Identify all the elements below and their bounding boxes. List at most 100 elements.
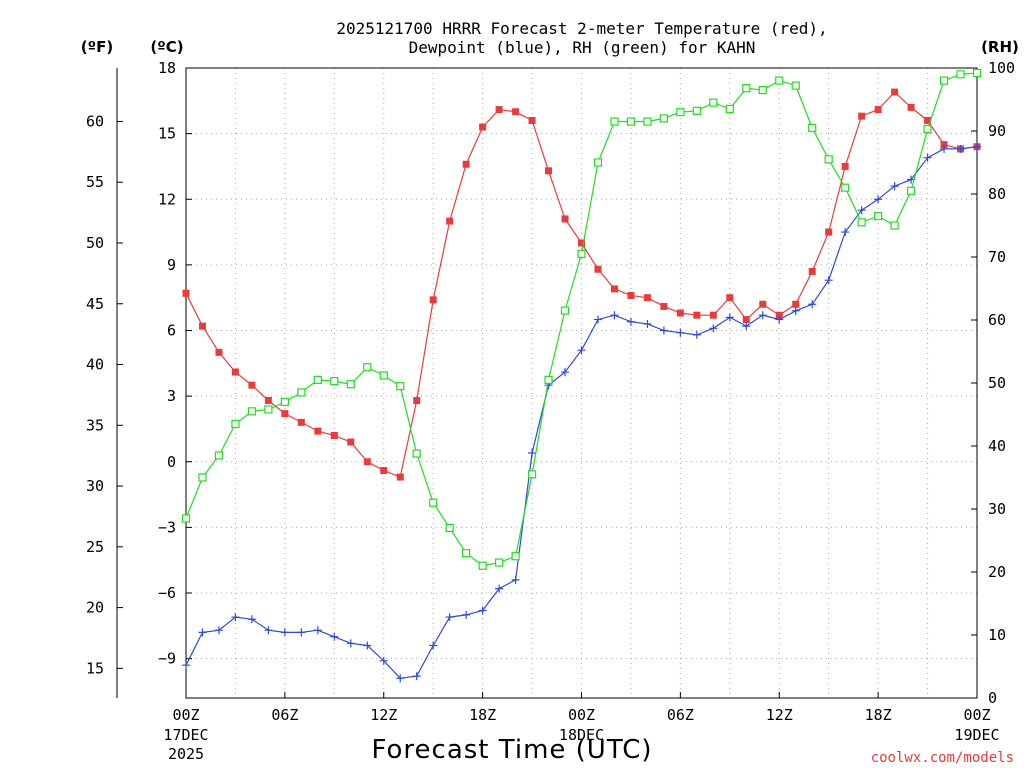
temperature-point xyxy=(528,117,536,124)
dewpoint-point xyxy=(280,628,289,637)
temperature-point xyxy=(545,167,553,175)
rh-tick-label: 80 xyxy=(988,185,1006,203)
rh-point xyxy=(857,218,866,227)
temperature-point xyxy=(742,316,750,324)
rh-tick-label: 40 xyxy=(988,437,1006,455)
dewpoint-point xyxy=(495,584,504,593)
fahrenheit-tick-label: 40 xyxy=(86,356,104,374)
dewpoint-point xyxy=(445,613,454,622)
dewpoint-point xyxy=(313,626,322,635)
temperature-point xyxy=(363,458,371,466)
dewpoint-point xyxy=(659,326,668,335)
dewpoint-point xyxy=(956,144,965,153)
dewpoint-point xyxy=(890,182,899,191)
rh-point xyxy=(709,98,718,107)
dewpoint-point xyxy=(462,610,471,619)
temperature-point xyxy=(396,473,404,481)
rh-point xyxy=(445,523,454,533)
rh-point xyxy=(923,125,932,134)
unit-rh: (RH) xyxy=(981,38,1019,56)
rh-tick-label: 10 xyxy=(988,626,1006,644)
dewpoint-point xyxy=(231,613,240,622)
fahrenheit-tick-label: 15 xyxy=(86,659,104,677)
rh-point xyxy=(527,470,537,479)
temperature-point xyxy=(676,309,684,317)
x-tick-date: 18DEC xyxy=(559,726,604,744)
rh-point xyxy=(363,363,372,372)
rh-point xyxy=(462,548,471,558)
rh-point xyxy=(956,70,965,79)
dewpoint-point xyxy=(940,144,949,153)
rh-point xyxy=(478,561,487,570)
temperature-point xyxy=(841,162,849,170)
temperature-point xyxy=(380,467,388,474)
temperature-point xyxy=(479,123,487,131)
temperature-point xyxy=(874,106,882,114)
celsius-tick-label: 3 xyxy=(167,387,176,405)
dewpoint-point xyxy=(824,276,833,285)
dewpoint-point xyxy=(874,195,883,204)
celsius-tick-label: −6 xyxy=(158,584,176,602)
temperature-point xyxy=(924,117,932,124)
rh-point xyxy=(247,407,257,416)
temperature-point xyxy=(627,292,635,299)
temperature-point xyxy=(314,427,322,435)
rh-point xyxy=(692,106,701,115)
dewpoint-point xyxy=(725,313,734,322)
rh-point xyxy=(775,76,784,85)
dewpoint-point xyxy=(973,142,981,151)
x-tick-year: 2025 xyxy=(168,745,204,763)
x-axis-label: Forecast Time (UTC) xyxy=(371,735,652,765)
dewpoint-point xyxy=(330,632,339,641)
temperature-point xyxy=(594,265,602,273)
rh-point xyxy=(214,451,224,460)
rh-point xyxy=(495,558,504,567)
rh-point xyxy=(330,377,339,386)
fahrenheit-tick-label: 35 xyxy=(86,416,104,434)
dewpoint-point xyxy=(758,311,767,320)
rh-point xyxy=(181,514,191,523)
rh-tick-label: 60 xyxy=(988,311,1006,329)
rh-point xyxy=(593,158,603,167)
temperature-point xyxy=(775,311,783,319)
rh-point xyxy=(906,186,916,195)
rh-point xyxy=(841,183,850,192)
dewpoint-point xyxy=(857,206,866,215)
fahrenheit-tick-label: 55 xyxy=(86,173,104,191)
temperature-point xyxy=(858,112,866,120)
rh-point xyxy=(725,104,734,114)
dewpoint-point xyxy=(528,449,537,457)
dewpoint-point xyxy=(709,324,718,333)
temperature-point xyxy=(495,106,503,114)
temperature-point xyxy=(726,294,734,302)
rh-point xyxy=(198,473,207,482)
temperature-point xyxy=(429,296,437,304)
temperature-point xyxy=(643,294,651,302)
fahrenheit-tick-label: 50 xyxy=(86,234,104,252)
x-tick-label: 00Z xyxy=(963,706,990,724)
axis-ticks: 1815129630−3−6−9605550454035302520151009… xyxy=(86,59,1015,763)
temperature-point xyxy=(231,368,239,376)
dewpoint-point xyxy=(346,639,355,648)
temperature-point xyxy=(940,141,948,149)
temperature-point xyxy=(347,438,355,446)
fahrenheit-tick-label: 30 xyxy=(86,477,104,495)
temperature-point xyxy=(330,432,338,439)
rh-tick-label: 100 xyxy=(988,59,1015,77)
x-tick-label: 18Z xyxy=(865,706,892,724)
temperature-point xyxy=(578,239,585,247)
temperature-point xyxy=(462,160,470,168)
rh-point xyxy=(874,211,883,221)
dewpoint-point xyxy=(841,228,850,237)
temperature-point xyxy=(792,300,800,308)
dewpoint-point xyxy=(791,306,800,315)
temperature-point xyxy=(693,311,701,319)
rh-point xyxy=(412,449,421,458)
temperature-point xyxy=(808,267,816,275)
rh-point xyxy=(429,498,438,507)
rh-point xyxy=(264,405,273,414)
x-tick-date: 17DEC xyxy=(163,726,208,744)
dewpoint-point xyxy=(297,628,306,637)
dewpoint-point xyxy=(214,626,223,635)
chart-title-line2: Dewpoint (blue), RH (green) for KAHN xyxy=(409,38,756,57)
